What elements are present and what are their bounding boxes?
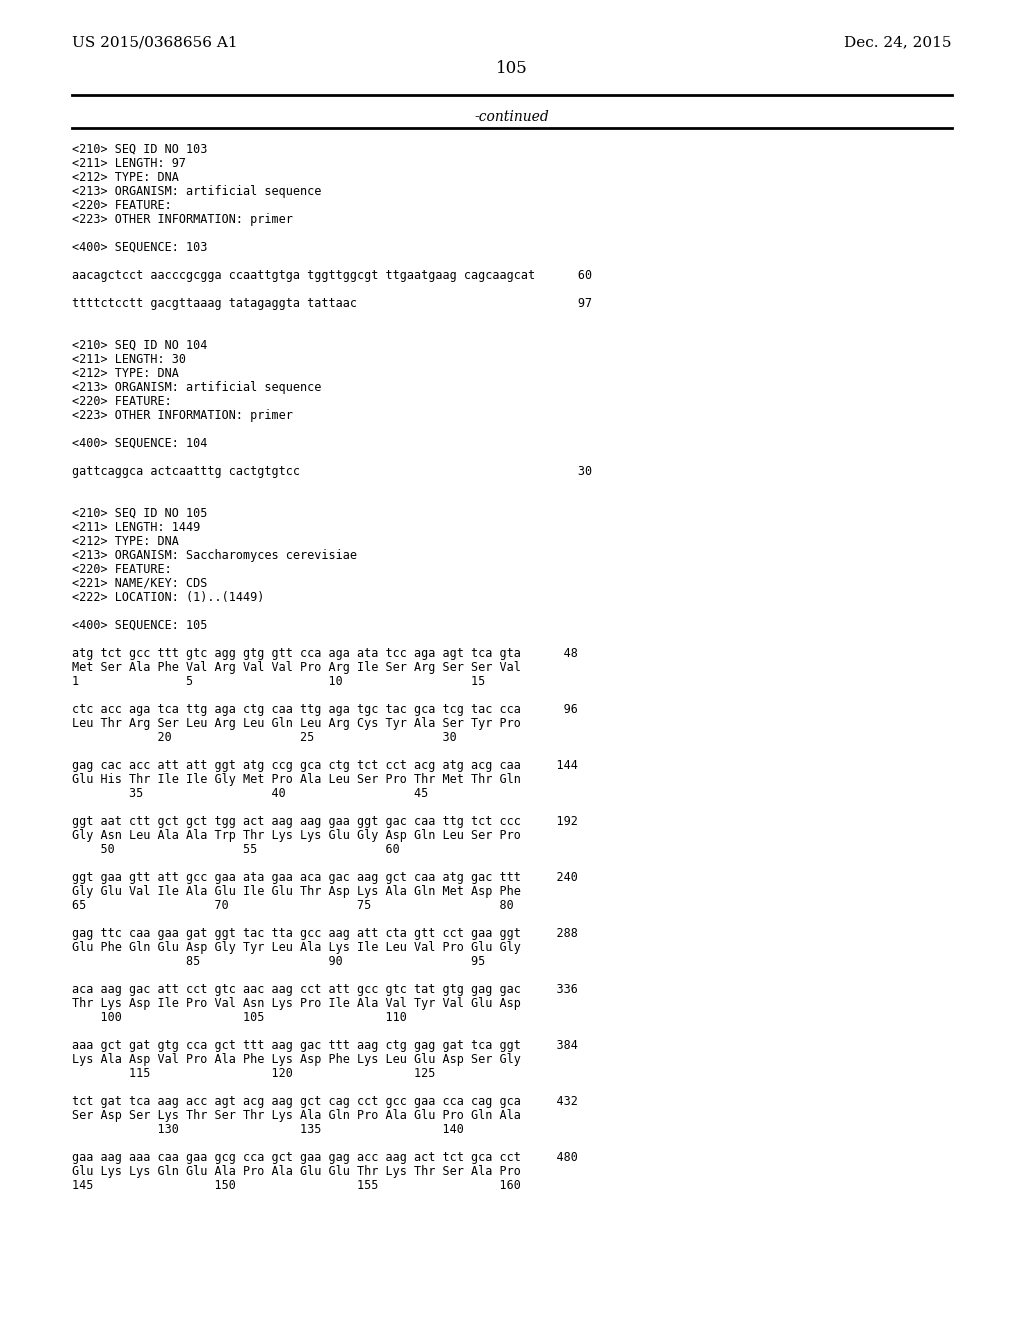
Text: gag ttc caa gaa gat ggt tac tta gcc aag att cta gtt cct gaa ggt     288: gag ttc caa gaa gat ggt tac tta gcc aag … [72,927,578,940]
Text: <400> SEQUENCE: 105: <400> SEQUENCE: 105 [72,619,208,632]
Text: gaa aag aaa caa gaa gcg cca gct gaa gag acc aag act tct gca cct     480: gaa aag aaa caa gaa gcg cca gct gaa gag … [72,1151,578,1164]
Text: 20                  25                  30: 20 25 30 [72,731,457,744]
Text: Gly Asn Leu Ala Ala Trp Thr Lys Lys Glu Gly Asp Gln Leu Ser Pro: Gly Asn Leu Ala Ala Trp Thr Lys Lys Glu … [72,829,521,842]
Text: 115                 120                 125: 115 120 125 [72,1067,435,1080]
Text: <210> SEQ ID NO 104: <210> SEQ ID NO 104 [72,339,208,352]
Text: Lys Ala Asp Val Pro Ala Phe Lys Asp Phe Lys Leu Glu Asp Ser Gly: Lys Ala Asp Val Pro Ala Phe Lys Asp Phe … [72,1053,521,1067]
Text: ttttctcctt gacgttaaag tatagaggta tattaac                               97: ttttctcctt gacgttaaag tatagaggta tattaac… [72,297,592,310]
Text: <212> TYPE: DNA: <212> TYPE: DNA [72,367,179,380]
Text: <222> LOCATION: (1)..(1449): <222> LOCATION: (1)..(1449) [72,591,264,605]
Text: <213> ORGANISM: artificial sequence: <213> ORGANISM: artificial sequence [72,381,322,393]
Text: Gly Glu Val Ile Ala Glu Ile Glu Thr Asp Lys Ala Gln Met Asp Phe: Gly Glu Val Ile Ala Glu Ile Glu Thr Asp … [72,884,521,898]
Text: <211> LENGTH: 30: <211> LENGTH: 30 [72,352,186,366]
Text: 1               5                   10                  15: 1 5 10 15 [72,675,485,688]
Text: 145                 150                 155                 160: 145 150 155 160 [72,1179,521,1192]
Text: gag cac acc att att ggt atg ccg gca ctg tct cct acg atg acg caa     144: gag cac acc att att ggt atg ccg gca ctg … [72,759,578,772]
Text: 35                  40                  45: 35 40 45 [72,787,428,800]
Text: Dec. 24, 2015: Dec. 24, 2015 [845,36,952,49]
Text: <220> FEATURE:: <220> FEATURE: [72,564,172,576]
Text: 130                 135                 140: 130 135 140 [72,1123,464,1137]
Text: Glu Phe Gln Glu Asp Gly Tyr Leu Ala Lys Ile Leu Val Pro Glu Gly: Glu Phe Gln Glu Asp Gly Tyr Leu Ala Lys … [72,941,521,954]
Text: aacagctcct aacccgcgga ccaattgtga tggttggcgt ttgaatgaag cagcaagcat      60: aacagctcct aacccgcgga ccaattgtga tggttgg… [72,269,592,282]
Text: ctc acc aga tca ttg aga ctg caa ttg aga tgc tac gca tcg tac cca      96: ctc acc aga tca ttg aga ctg caa ttg aga … [72,704,578,715]
Text: tct gat tca aag acc agt acg aag gct cag cct gcc gaa cca cag gca     432: tct gat tca aag acc agt acg aag gct cag … [72,1096,578,1107]
Text: US 2015/0368656 A1: US 2015/0368656 A1 [72,36,238,49]
Text: Glu Lys Lys Gln Glu Ala Pro Ala Glu Glu Thr Lys Thr Ser Ala Pro: Glu Lys Lys Gln Glu Ala Pro Ala Glu Glu … [72,1166,521,1177]
Text: <213> ORGANISM: Saccharomyces cerevisiae: <213> ORGANISM: Saccharomyces cerevisiae [72,549,357,562]
Text: <223> OTHER INFORMATION: primer: <223> OTHER INFORMATION: primer [72,213,293,226]
Text: <211> LENGTH: 97: <211> LENGTH: 97 [72,157,186,170]
Text: <220> FEATURE:: <220> FEATURE: [72,395,172,408]
Text: <221> NAME/KEY: CDS: <221> NAME/KEY: CDS [72,577,208,590]
Text: atg tct gcc ttt gtc agg gtg gtt cca aga ata tcc aga agt tca gta      48: atg tct gcc ttt gtc agg gtg gtt cca aga … [72,647,578,660]
Text: Leu Thr Arg Ser Leu Arg Leu Gln Leu Arg Cys Tyr Ala Ser Tyr Pro: Leu Thr Arg Ser Leu Arg Leu Gln Leu Arg … [72,717,521,730]
Text: Glu His Thr Ile Ile Gly Met Pro Ala Leu Ser Pro Thr Met Thr Gln: Glu His Thr Ile Ile Gly Met Pro Ala Leu … [72,774,521,785]
Text: 65                  70                  75                  80: 65 70 75 80 [72,899,514,912]
Text: <212> TYPE: DNA: <212> TYPE: DNA [72,535,179,548]
Text: aca aag gac att cct gtc aac aag cct att gcc gtc tat gtg gag gac     336: aca aag gac att cct gtc aac aag cct att … [72,983,578,997]
Text: 105: 105 [496,59,528,77]
Text: 100                 105                 110: 100 105 110 [72,1011,407,1024]
Text: Ser Asp Ser Lys Thr Ser Thr Lys Ala Gln Pro Ala Glu Pro Gln Ala: Ser Asp Ser Lys Thr Ser Thr Lys Ala Gln … [72,1109,521,1122]
Text: gattcaggca actcaatttg cactgtgtcc                                       30: gattcaggca actcaatttg cactgtgtcc 30 [72,465,592,478]
Text: ggt aat ctt gct gct tgg act aag aag gaa ggt gac caa ttg tct ccc     192: ggt aat ctt gct gct tgg act aag aag gaa … [72,814,578,828]
Text: <211> LENGTH: 1449: <211> LENGTH: 1449 [72,521,201,535]
Text: ggt gaa gtt att gcc gaa ata gaa aca gac aag gct caa atg gac ttt     240: ggt gaa gtt att gcc gaa ata gaa aca gac … [72,871,578,884]
Text: -continued: -continued [475,110,549,124]
Text: Met Ser Ala Phe Val Arg Val Val Pro Arg Ile Ser Arg Ser Ser Val: Met Ser Ala Phe Val Arg Val Val Pro Arg … [72,661,521,675]
Text: <223> OTHER INFORMATION: primer: <223> OTHER INFORMATION: primer [72,409,293,422]
Text: <400> SEQUENCE: 103: <400> SEQUENCE: 103 [72,242,208,253]
Text: aaa gct gat gtg cca gct ttt aag gac ttt aag ctg gag gat tca ggt     384: aaa gct gat gtg cca gct ttt aag gac ttt … [72,1039,578,1052]
Text: 50                  55                  60: 50 55 60 [72,843,399,855]
Text: <212> TYPE: DNA: <212> TYPE: DNA [72,172,179,183]
Text: <400> SEQUENCE: 104: <400> SEQUENCE: 104 [72,437,208,450]
Text: <210> SEQ ID NO 105: <210> SEQ ID NO 105 [72,507,208,520]
Text: Thr Lys Asp Ile Pro Val Asn Lys Pro Ile Ala Val Tyr Val Glu Asp: Thr Lys Asp Ile Pro Val Asn Lys Pro Ile … [72,997,521,1010]
Text: <213> ORGANISM: artificial sequence: <213> ORGANISM: artificial sequence [72,185,322,198]
Text: 85                  90                  95: 85 90 95 [72,954,485,968]
Text: <210> SEQ ID NO 103: <210> SEQ ID NO 103 [72,143,208,156]
Text: <220> FEATURE:: <220> FEATURE: [72,199,172,213]
